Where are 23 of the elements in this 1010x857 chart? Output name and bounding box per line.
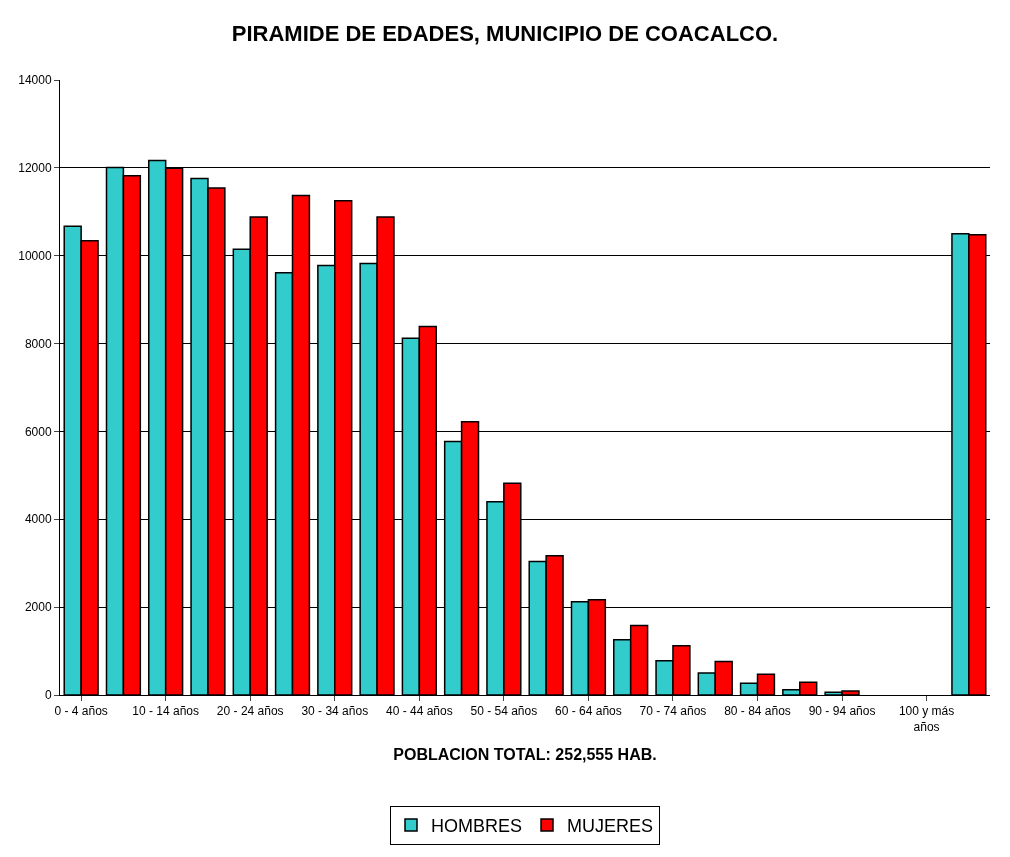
y-tick-label: 4000 (24, 512, 52, 527)
y-tick-label: 0 (44, 688, 52, 703)
y-tick-label: 2000 (24, 600, 52, 615)
y-tick-label: 10000 (18, 248, 52, 263)
y-tick-label: 6000 (24, 424, 52, 439)
x-tick-label: 60 - 64 años (555, 704, 622, 719)
y-tick-label: 14000 (18, 73, 52, 88)
x-axis-title: POBLACION TOTAL: 252,555 HAB. (393, 745, 657, 763)
x-tick-label: 10 - 14 años (132, 704, 200, 719)
x-tick-label: 50 - 54 años (470, 704, 538, 719)
x-tick-label: 0 - 4 años (54, 704, 108, 719)
x-tick-label: 30 - 34 años (301, 704, 369, 719)
y-tick-label: 12000 (18, 161, 52, 176)
x-tick-label: 70 - 74 años (639, 704, 707, 719)
x-tick-label: 100 y más años (898, 704, 955, 734)
x-tick-label: 80 - 84 años (724, 704, 791, 719)
y-tick-label: 8000 (24, 336, 52, 351)
legend-label: MUJERES (567, 815, 654, 836)
legend-label: HOMBRES (431, 815, 523, 836)
x-tick-label: 90 - 94 años (808, 704, 876, 719)
x-tick-label: 20 - 24 años (216, 704, 284, 719)
x-tick-label: 40 - 44 años (385, 704, 453, 719)
chart-title: PIRAMIDE DE EDADES, MUNICIPIO DE COACALCO. (231, 21, 779, 47)
